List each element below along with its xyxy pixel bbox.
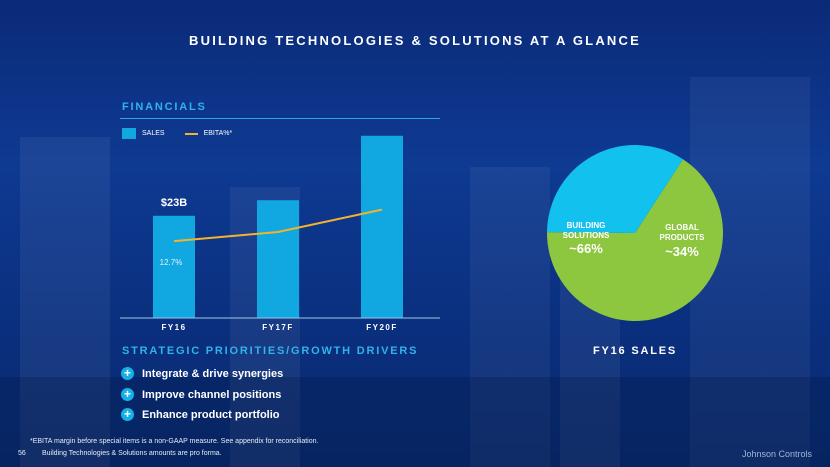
chart-legend: SALES EBITA%* — [122, 128, 232, 139]
pie-global-name-1: GLOBAL — [665, 223, 699, 232]
pie-slice-building-solutions — [547, 159, 723, 321]
pie-building-value: ~66% — [569, 241, 603, 256]
sales-bar — [153, 215, 195, 318]
financials-heading: FINANCIALS — [122, 101, 207, 113]
plus-icon: + — [121, 388, 134, 401]
legend-sales-label: SALES — [142, 130, 165, 137]
priority-item: + Integrate & drive synergies — [121, 367, 283, 380]
page-number: 56 — [18, 450, 26, 457]
x-tick-label: FY20F — [366, 323, 398, 332]
pie-building-name-2: SOLUTIONS — [562, 231, 610, 240]
legend-ebita-label: EBITA%* — [203, 130, 233, 137]
sales-data-label: $23B — [161, 197, 187, 209]
sales-bar — [361, 135, 403, 318]
pie-label-building: BUILDING SOLUTIONS ~66% — [551, 221, 621, 256]
plus-icon: + — [121, 367, 134, 380]
priority-label: Integrate & drive synergies — [142, 367, 284, 380]
footnote-1: *EBITA margin before special items is a … — [30, 438, 319, 445]
legend-sales-swatch — [122, 128, 136, 139]
x-tick-label: FY17F — [262, 323, 294, 332]
legend-ebita-swatch — [184, 132, 198, 135]
pie-global-name-2: PRODUCTS — [659, 233, 705, 242]
ebita-line — [173, 208, 383, 243]
priorities-heading: STRATEGIC PRIORITIES/GROWTH DRIVERS — [122, 345, 419, 357]
financials-rule — [120, 118, 440, 119]
plus-icon: + — [121, 408, 134, 421]
priority-label: Improve channel positions — [142, 388, 282, 401]
pie-label-global: GLOBAL PRODUCTS ~34% — [646, 223, 718, 260]
pie-slice-global-products — [547, 145, 683, 233]
priority-item: + Enhance product portfolio — [121, 408, 280, 421]
footnote-2: Building Technologies & Solutions amount… — [42, 450, 222, 457]
pie-caption: FY16 SALES — [592, 345, 678, 357]
x-tick-label: FY16 — [161, 323, 186, 332]
brand-logo-text: Johnson Controls — [741, 449, 812, 459]
priority-label: Enhance product portfolio — [142, 408, 280, 421]
sales-bar — [257, 200, 299, 318]
ebita-data-label: 12.7% — [160, 258, 183, 267]
pie-global-value: ~34% — [665, 244, 699, 259]
pie-building-name-1: BUILDING — [566, 221, 606, 230]
slide-title: BUILDING TECHNOLOGIES & SOLUTIONS AT A G… — [189, 33, 641, 48]
sales-pie-chart — [547, 145, 723, 321]
priority-item: + Improve channel positions — [121, 388, 281, 401]
